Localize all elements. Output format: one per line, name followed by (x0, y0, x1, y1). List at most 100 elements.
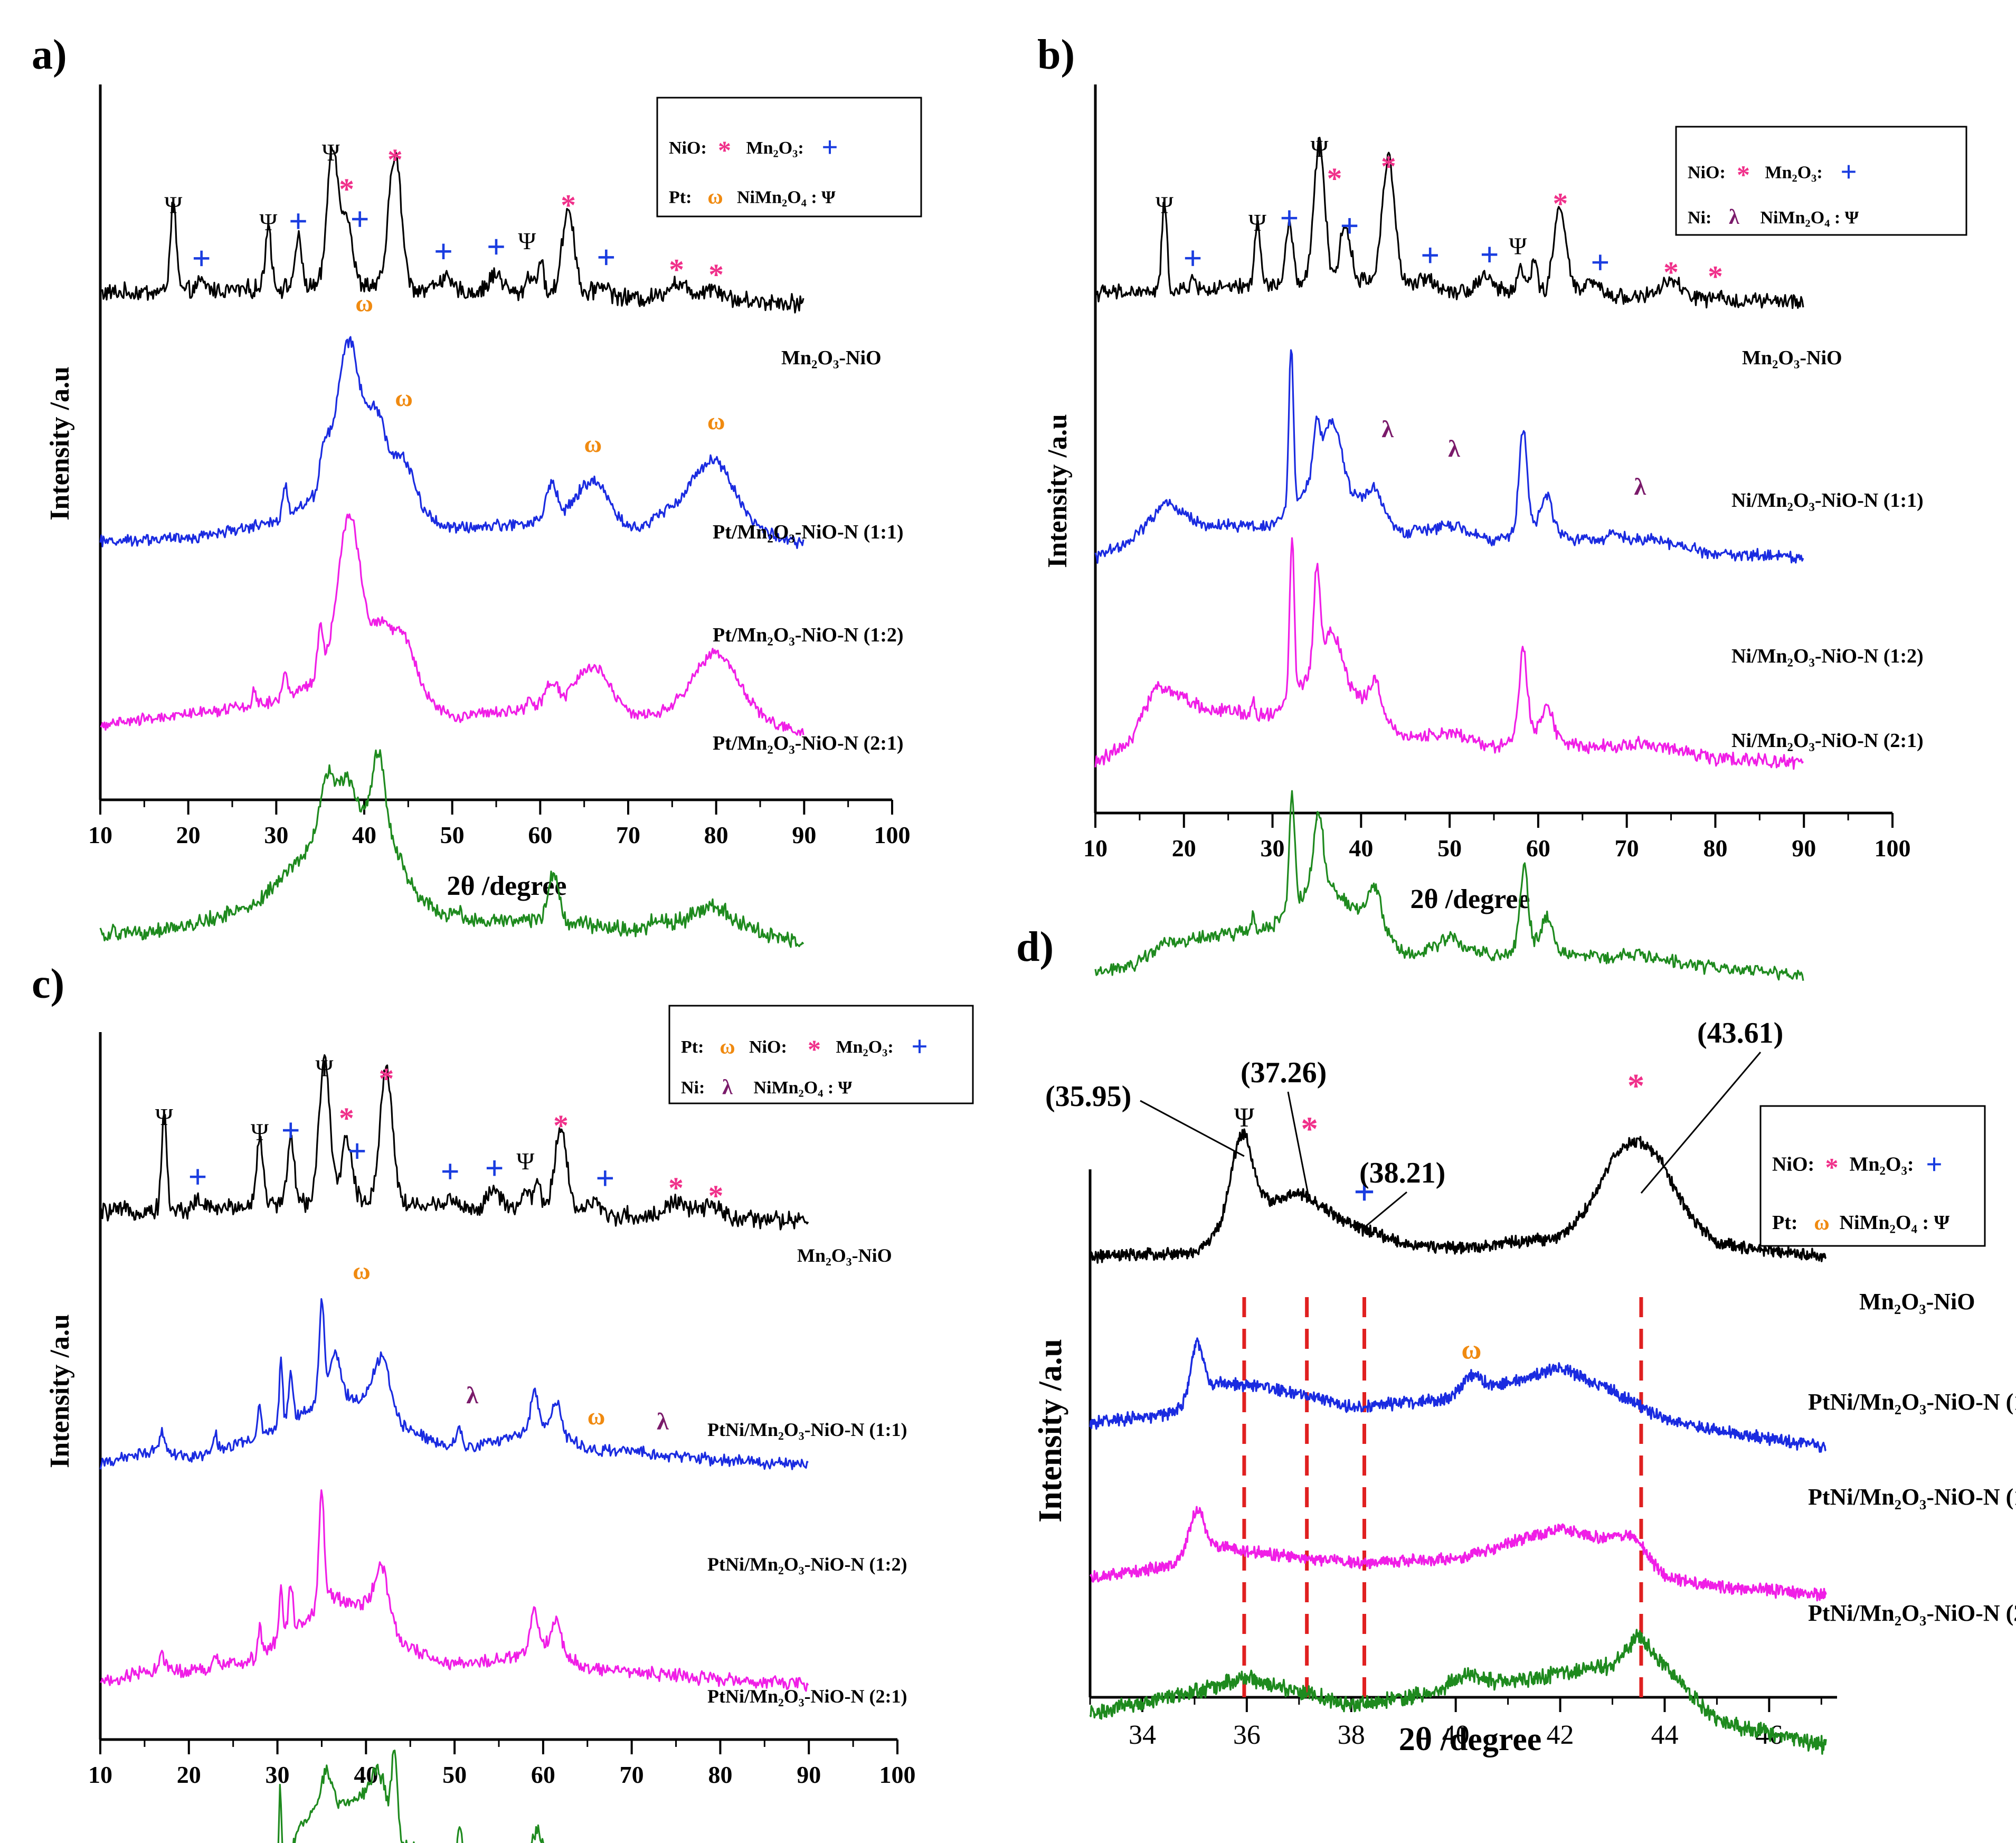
nimn2o4-psi-marker: Ψ (259, 209, 277, 235)
nio-star-marker: * (708, 1179, 724, 1213)
mn2o3-plus-marker (913, 1039, 926, 1053)
x-tick-label: 36 (1233, 1720, 1261, 1750)
series-line (1094, 349, 1804, 564)
pt-omega-marker: ω (353, 1257, 371, 1284)
mn2o3-plus-marker (488, 239, 504, 255)
legend-text: NiMn₂O₄ : Ψ (1747, 208, 1859, 228)
peak-value-callout: (43.61) (1697, 1017, 1783, 1050)
legend-box (1675, 126, 1967, 236)
nio-star-marker: * (1301, 1110, 1318, 1148)
panel-label: d) (1016, 924, 1054, 970)
pt-omega-marker: ω (355, 290, 373, 317)
nio-star-marker: * (1825, 1152, 1839, 1182)
nimn2o4-psi-marker: Ψ (516, 1148, 534, 1175)
mn2o3-plus-marker (486, 1160, 503, 1176)
pt-omega-marker: ω (1461, 1335, 1481, 1365)
series-line (99, 1054, 809, 1231)
ni-lambda-marker: λ (466, 1382, 478, 1409)
nimn2o4-psi-marker: Ψ (251, 1118, 269, 1145)
legend: NiO: * Mn₂O₃: Pt: ω NiMn₂O₄ : Ψ (1759, 1105, 1986, 1247)
x-axis-title: 2θ /degree (447, 871, 567, 901)
mn2o3-plus-marker (1341, 218, 1358, 234)
legend-text: NiO: (1772, 1153, 1820, 1175)
mn2o3-plus-marker (349, 1143, 365, 1159)
pt-omega-marker: ω (1814, 1211, 1829, 1234)
x-tick-label: 34 (1129, 1720, 1156, 1750)
nio-star-marker: * (339, 173, 354, 206)
x-tick-label: 10 (1083, 835, 1108, 862)
series-line (1089, 1337, 1827, 1453)
nio-star-marker: * (339, 1102, 354, 1135)
series-line (100, 1489, 809, 1692)
x-tick-label: 90 (1792, 835, 1816, 862)
x-tick-label: 80 (704, 821, 728, 848)
x-tick-label: 10 (88, 821, 112, 848)
nio-star-marker: * (1627, 1067, 1645, 1105)
x-tick-label: 90 (797, 1761, 821, 1788)
x-tick-label: 100 (879, 1761, 916, 1788)
nio-star-marker: * (379, 1062, 394, 1095)
series-label: Ni/Mn₂O₃-NiO-N (1:2) (1731, 645, 1924, 667)
series-label: PtNi/Mn₂O₃-NiO-N (1:2) (707, 1554, 907, 1575)
x-axis-title: 2θ /degree (1411, 884, 1530, 914)
series-label: Mn₂O₃-NiO (1859, 1289, 1975, 1315)
nio-star-marker: * (1553, 187, 1568, 220)
mn2o3-plus-marker (290, 213, 306, 229)
nimn2o4-psi-marker: Ψ (1248, 209, 1266, 236)
mn2o3-plus-marker (1281, 210, 1298, 226)
x-tick-label: 30 (264, 821, 288, 848)
peak-value-callout: (37.26) (1241, 1056, 1327, 1089)
mn2o3-plus-marker (1481, 247, 1498, 263)
nimn2o4-psi-marker: Ψ (164, 191, 182, 218)
series-line (99, 749, 804, 948)
panel-label: a) (32, 32, 67, 78)
legend-text: NiMn₂O₄ : Ψ (1834, 1212, 1949, 1234)
nio-star-marker: * (668, 1171, 684, 1205)
series-label: Ni/Mn₂O₃-NiO-N (1:1) (1731, 489, 1924, 512)
x-tick-label: 40 (352, 821, 376, 848)
x-tick-label: 100 (874, 821, 911, 848)
panel-label: c) (32, 961, 64, 1007)
series-line (1094, 137, 1804, 309)
x-tick-label: 50 (442, 1761, 467, 1788)
x-tick-label: 20 (1172, 835, 1196, 862)
callout-leader-line (1640, 1052, 1762, 1194)
nimn2o4-psi-marker: Ψ (316, 1055, 334, 1082)
mn2o3-plus-marker (1355, 1183, 1374, 1201)
pt-omega-marker: ω (588, 1403, 605, 1430)
nio-star-marker: * (1708, 260, 1723, 294)
nio-star-marker: * (808, 1034, 821, 1064)
x-tick-label: 40 (354, 1761, 378, 1788)
legend-text: Ni: (681, 1078, 709, 1098)
nio-star-marker: * (1737, 159, 1750, 189)
x-tick-label: 50 (440, 821, 465, 848)
nimn2o4-psi-marker: Ψ (1234, 1103, 1255, 1133)
nimn2o4-psi-marker: Ψ (1311, 135, 1329, 162)
x-tick-label: 80 (1703, 835, 1727, 862)
mn2o3-plus-marker (442, 1164, 458, 1179)
x-tick-label: 30 (1261, 835, 1285, 862)
x-tick-label: 70 (616, 821, 640, 848)
series-label: Mn₂O₃-NiO (797, 1245, 892, 1266)
series-line (100, 513, 804, 736)
legend-box (668, 1005, 974, 1104)
pt-omega-marker: ω (707, 408, 725, 434)
legend-text: Mn₂O₃: (1844, 1153, 1919, 1175)
x-tick-label: 100 (1875, 835, 1911, 862)
x-tick-label: 80 (708, 1761, 732, 1788)
legend-text: NiO: (669, 138, 711, 158)
series-label: Pt/Mn₂O₃-NiO-N (2:1) (713, 732, 904, 754)
series-label: Pt/Mn₂O₃-NiO-N (1:2) (713, 624, 904, 646)
mn2o3-plus-marker (823, 140, 837, 154)
mn2o3-plus-marker (1422, 247, 1438, 263)
x-tick-label: 40 (1349, 835, 1373, 862)
panel-a: a) 10 20 30 40 50 60 70 80 90 100 2θ /degree Intensi… (32, 32, 922, 948)
mn2o3-plus-marker (283, 1122, 299, 1138)
legend-text: Pt: (669, 188, 696, 207)
peak-value-callout: (35.95) (1045, 1080, 1131, 1113)
x-tick-label: 70 (620, 1761, 644, 1788)
series-label: PtNi/Mn₂O₃-NiO-N (1:1) (1808, 1389, 2016, 1415)
x-tick-label: 90 (792, 821, 816, 848)
nimn2o4-psi-marker: Ψ (1509, 232, 1527, 259)
